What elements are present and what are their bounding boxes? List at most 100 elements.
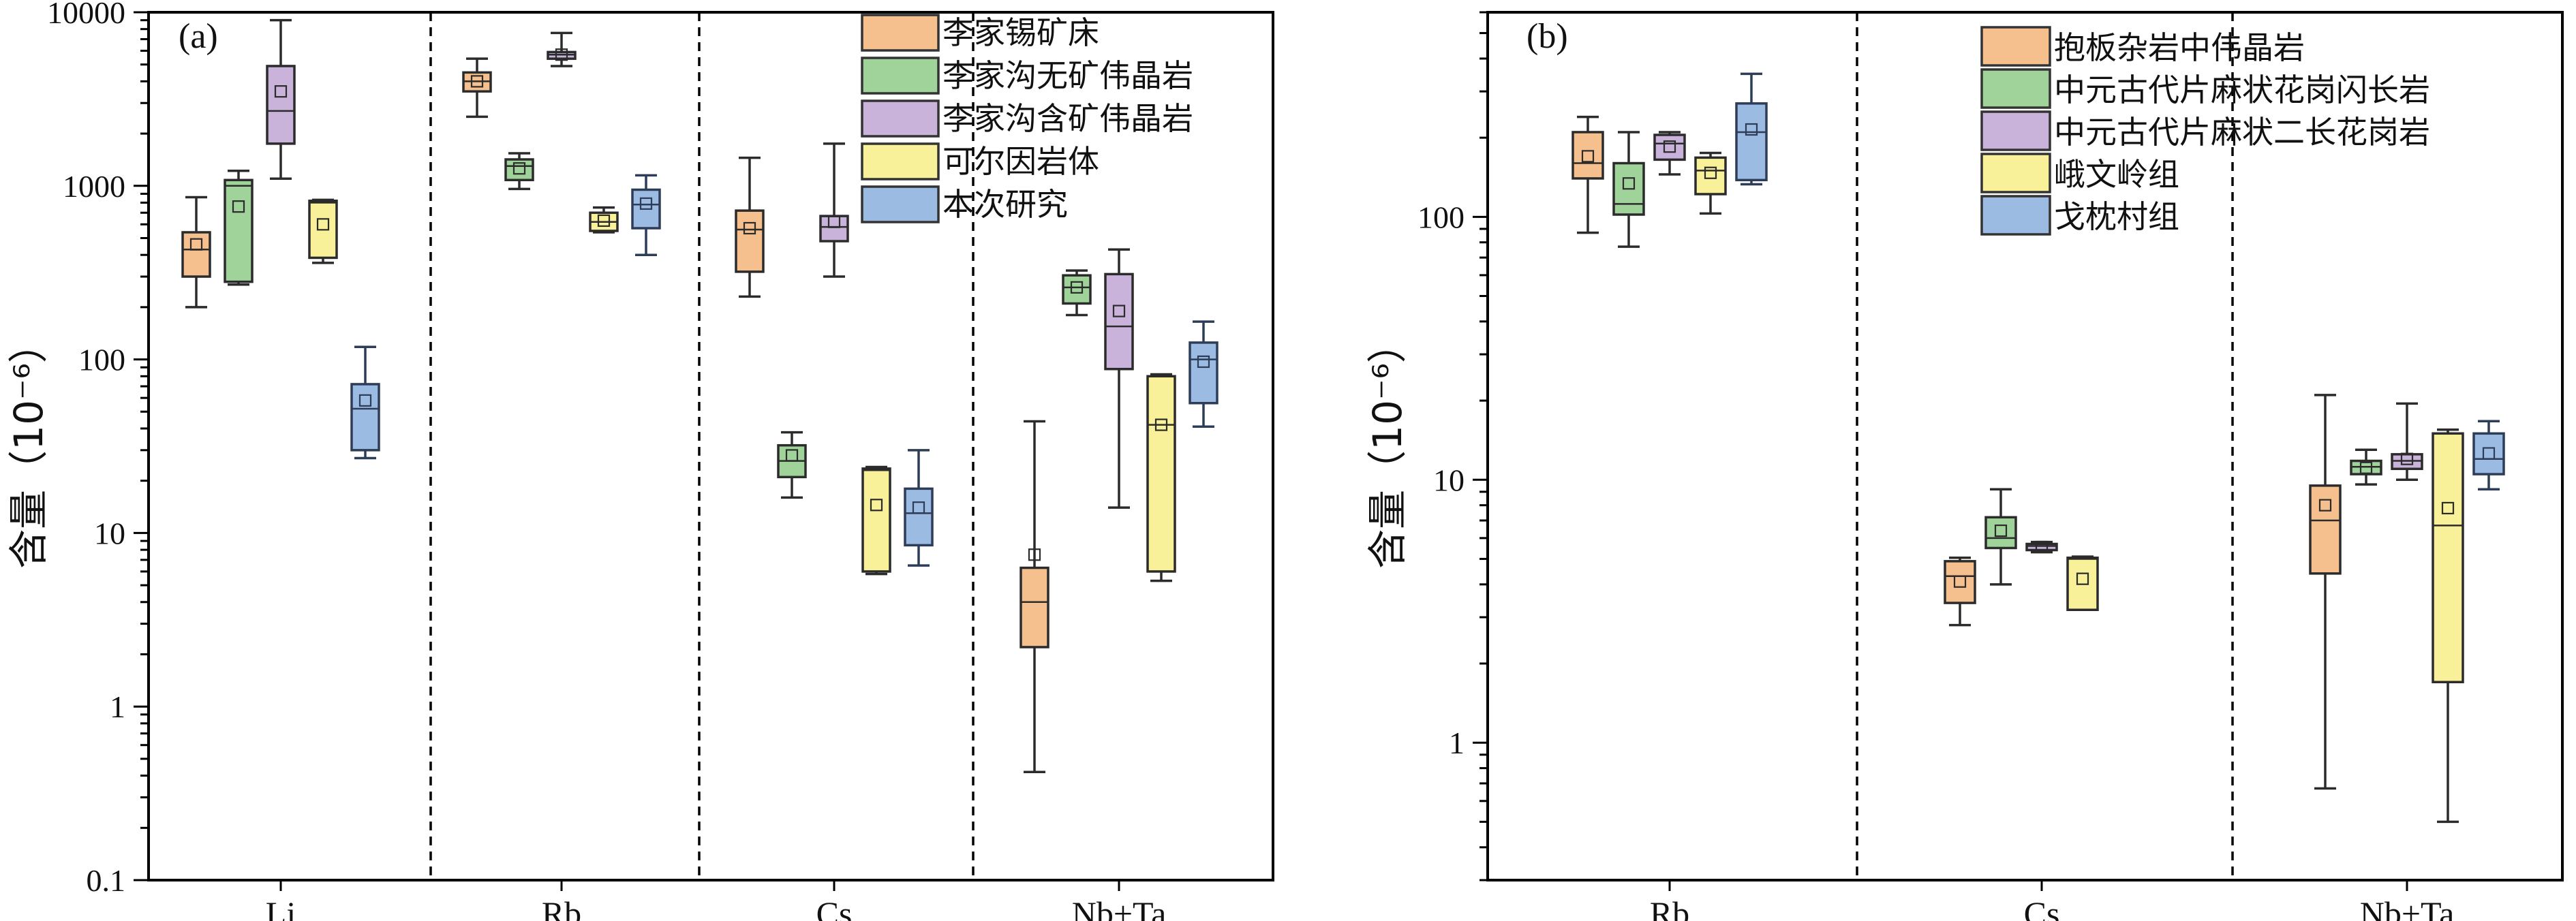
iqr-box <box>861 467 891 573</box>
mean-marker <box>2359 461 2373 474</box>
legend-label: 戈枕村组 <box>2054 198 2179 235</box>
x-tick-label: Cs <box>816 894 853 921</box>
mean-marker <box>316 218 330 231</box>
iqr-box <box>1062 274 1092 305</box>
x-tick-label: Cs <box>2024 894 2060 921</box>
panel-a: 0.1 1 10 100 1000 10000 含量（10⁻⁶） Li Rb Cs Nb+Ta (a)… <box>5 0 1274 921</box>
y-axis-label: 含量（10⁻⁶） <box>5 324 52 569</box>
mean-marker <box>639 197 653 210</box>
box-中元古代片麻状二长花岗岩-Rb <box>1653 131 1686 176</box>
box-李家沟含矿伟晶岩-Nb+Ta <box>1104 248 1134 509</box>
y-tick-label: 10 <box>1433 463 1465 497</box>
box-戈枕村组-Nb+Ta <box>2472 420 2505 490</box>
box-峨文岭组-Nb+Ta <box>2432 428 2464 824</box>
box-李家沟含矿伟晶岩-Li <box>266 18 296 181</box>
iqr-box <box>735 209 765 273</box>
mean-marker <box>470 75 484 88</box>
box-李家沟无矿伟晶岩-Rb <box>504 152 534 191</box>
box-李家沟无矿伟晶岩-Nb+Ta <box>1062 269 1092 317</box>
mean-marker <box>189 238 203 251</box>
mean-marker <box>1154 418 1168 431</box>
mean-marker <box>2441 501 2455 515</box>
legend-swatch <box>1980 68 2051 109</box>
legend-label: 中元古代片麻状花岗闪长岩 <box>2054 72 2430 108</box>
legend-label: 中元古代片麻状二长花岗岩 <box>2054 114 2430 151</box>
iqr-box <box>1571 131 1604 180</box>
iqr-box <box>1019 566 1049 649</box>
mean-marker <box>512 162 526 175</box>
box-中元古代片麻状二长花岗岩-Nb+Ta <box>2391 402 2423 482</box>
box-中元古代片麻状花岗闪长岩-Nb+Ta <box>2350 448 2382 486</box>
mean-marker <box>912 501 925 514</box>
x-tick-label: Li <box>266 894 296 921</box>
y-tick-label: 100 <box>1417 200 1465 234</box>
iqr-box <box>1104 272 1134 371</box>
y-tick-label: 1000 <box>63 169 125 204</box>
plot-frame <box>147 11 1274 881</box>
y-tick-label: 10 <box>94 516 125 550</box>
mean-marker <box>743 221 756 235</box>
box-李家沟含矿伟晶岩-Cs <box>819 142 849 278</box>
box-可尔因岩体-Cs <box>861 465 891 576</box>
iqr-box <box>904 487 934 547</box>
legend-swatch <box>1980 195 2051 236</box>
x-tick-label: Rb <box>542 894 581 921</box>
mean-marker <box>232 200 245 213</box>
box-中元古代片麻状花岗闪长岩-Cs <box>1984 488 2017 586</box>
mean-marker <box>1197 355 1210 369</box>
box-李家沟无矿伟晶岩-Cs <box>777 431 807 499</box>
iqr-box <box>2432 432 2464 684</box>
box-可尔因岩体-Li <box>308 198 338 264</box>
iqr-box <box>2309 484 2342 575</box>
mean-marker <box>2318 499 2332 512</box>
box-可尔因岩体-Nb+Ta <box>1146 373 1176 582</box>
mean-marker <box>555 48 568 61</box>
mean-marker <box>1112 305 1126 317</box>
y-axis-label: 含量（10⁻⁶） <box>1364 324 1411 569</box>
legend-swatch <box>861 185 940 223</box>
iqr-box <box>2025 542 2058 552</box>
mean-marker <box>2400 452 2414 465</box>
mean-marker <box>1028 548 1041 561</box>
plot-frame <box>1486 11 2564 881</box>
mean-marker <box>1704 166 1717 179</box>
box-抱板杂岩中伟晶岩-Cs <box>1944 557 1976 627</box>
y-tick-label: 100 <box>78 343 125 377</box>
box-李家锡矿床-Nb+Ta <box>1019 420 1049 773</box>
iqr-box <box>2472 432 2505 475</box>
mean-marker <box>2035 540 2049 554</box>
mean-marker <box>1070 281 1084 294</box>
y-tick-label: 1 <box>110 689 125 724</box>
box-本次研究-Cs <box>904 449 934 567</box>
legend-swatch <box>1980 153 2051 193</box>
panel-label: (a) <box>179 17 218 56</box>
mean-marker <box>1663 140 1676 153</box>
box-抱板杂岩中伟晶岩-Nb+Ta <box>2309 394 2342 790</box>
iqr-box <box>266 65 296 145</box>
iqr-box <box>819 215 849 243</box>
legend-swatch <box>861 99 940 138</box>
iqr-box <box>1694 156 1727 196</box>
y-tick-label: 1 <box>1449 725 1465 760</box>
panel-label: (b) <box>1527 17 1568 56</box>
box-李家沟无矿伟晶岩-Li <box>224 170 254 286</box>
legend-label: 可尔因岩体 <box>942 143 1099 180</box>
x-tick-label: Nb+Ta <box>2360 894 2455 921</box>
box-抱板杂岩中伟晶岩-Rb <box>1571 115 1604 234</box>
box-李家锡矿床-Li <box>181 196 211 309</box>
iqr-box <box>2066 557 2099 611</box>
legend-label: 李家沟含矿伟晶岩 <box>942 100 1193 137</box>
iqr-box <box>1735 102 1768 182</box>
legend-swatch <box>861 57 940 95</box>
y-tick-label: 10000 <box>47 0 125 30</box>
mean-marker <box>1581 150 1595 163</box>
box-峨文岭组-Cs <box>2066 555 2099 611</box>
box-可尔因岩体-Rb <box>589 206 619 234</box>
iqr-box <box>1653 134 1686 161</box>
legend-label: 峨文岭组 <box>2054 156 2179 193</box>
box-李家锡矿床-Cs <box>735 156 765 298</box>
x-tick-label: Rb <box>1650 894 1689 921</box>
